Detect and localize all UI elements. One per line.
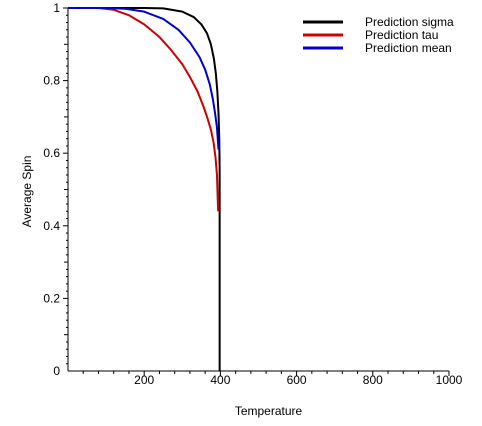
x-axis-title: Temperature <box>235 404 303 418</box>
y-tick-label: 0.6 <box>43 146 60 160</box>
series-line-prediction-sigma <box>68 7 221 371</box>
x-ticks: 200 400 600 800 1000 <box>82 371 463 387</box>
series-line-prediction-tau <box>68 7 220 212</box>
legend-label: Prediction sigma <box>365 15 454 29</box>
y-ticks: 0 0.2 0.4 0.6 0.8 1 <box>43 1 68 378</box>
series-lines <box>68 7 221 371</box>
y-tick-label: 0 <box>53 364 60 378</box>
legend-label: Prediction tau <box>365 28 438 42</box>
x-tick-label: 400 <box>210 373 230 387</box>
y-tick-label: 0.2 <box>43 291 60 305</box>
y-tick-label: 0.4 <box>43 219 60 233</box>
x-tick-label: 800 <box>363 373 383 387</box>
y-axis-title: Average Spin <box>20 156 34 228</box>
x-tick-label: 200 <box>134 373 154 387</box>
x-tick-label: 1000 <box>436 373 463 387</box>
legend-label: Prediction mean <box>365 41 452 55</box>
series-line-prediction-mean <box>68 7 220 150</box>
y-tick-label: 0.8 <box>43 74 60 88</box>
y-tick-label: 1 <box>53 1 60 15</box>
x-tick-label: 600 <box>287 373 307 387</box>
axes: 200 400 600 800 1000 0 0.2 0.4 0.6 0.8 1 <box>43 1 462 387</box>
